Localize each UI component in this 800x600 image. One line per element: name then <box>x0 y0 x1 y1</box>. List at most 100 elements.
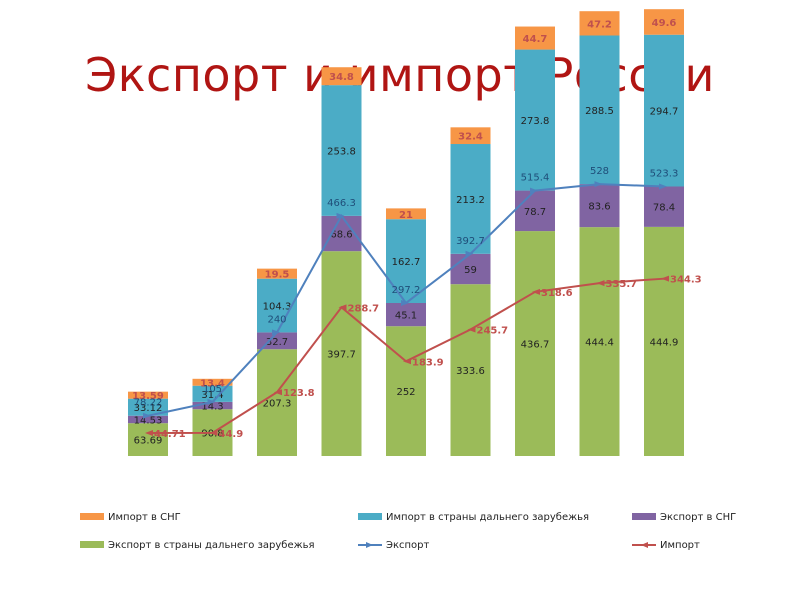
export-data-label: 528 <box>590 166 609 177</box>
bar-data-label: 90.8 <box>201 429 223 440</box>
import-data-label: 318.6 <box>541 288 573 299</box>
bar-data-label: 444.4 <box>585 338 614 349</box>
bar-data-label: 47.2 <box>587 19 612 30</box>
import-point <box>596 280 605 287</box>
bar-data-label: 78.7 <box>524 207 546 218</box>
import-point <box>338 304 347 311</box>
bar-data-label: 13.4 <box>200 378 225 389</box>
legend-label: Экспорт в страны дальнего зарубежья <box>108 540 315 551</box>
bar-data-label: 273.8 <box>521 116 550 127</box>
import-point <box>403 358 411 365</box>
export-data-label: 523.3 <box>650 169 679 180</box>
export-data-label: 240 <box>267 314 286 325</box>
bar-segment <box>644 9 684 35</box>
bar-data-label: 63.69 <box>134 436 163 447</box>
bar-data-label: 32.7 <box>266 337 288 348</box>
import-data-label: 245.7 <box>477 325 509 336</box>
bar-segment <box>450 144 491 254</box>
legend-item: Импорт <box>632 540 700 551</box>
bar-data-label: 14.3 <box>201 402 223 413</box>
bar-segment <box>579 11 620 36</box>
bar-segment <box>128 398 168 416</box>
import-point <box>661 275 669 282</box>
bar-data-label: 34.8 <box>329 72 354 83</box>
bar-data-label: 252 <box>396 387 415 398</box>
import-data-label: 344.3 <box>670 275 702 286</box>
bar-data-label: 162.7 <box>392 257 421 268</box>
bar-segment <box>386 208 426 220</box>
export-point <box>530 187 538 194</box>
bar-segment <box>257 332 297 350</box>
bar-data-label: 207.3 <box>263 399 292 410</box>
bar-segment <box>450 127 491 145</box>
bar-data-label: 14.53 <box>134 415 163 426</box>
bar-segment <box>644 34 684 187</box>
bar-data-label: 288.5 <box>585 106 614 117</box>
bar-segment <box>321 251 362 456</box>
export-point <box>465 250 474 257</box>
bar-segment <box>515 190 555 232</box>
bar-segment <box>257 268 297 279</box>
import-data-label: 123.8 <box>283 388 315 399</box>
bar-data-label: 104.3 <box>263 302 292 313</box>
export-point <box>272 329 280 336</box>
legend-item: Импорт в страны дальнего зарубежья <box>358 512 589 523</box>
import-data-label: 288.7 <box>348 303 380 314</box>
legend: Импорт в СНГ Импорт в страны дальнего зар… <box>80 512 736 551</box>
bar-data-label: 436.7 <box>521 340 550 351</box>
bar-data-label: 213.2 <box>456 195 485 206</box>
bar-data-label: 19.5 <box>265 270 290 281</box>
import-point <box>209 429 218 436</box>
export-data-label: 392.7 <box>456 236 485 247</box>
bar-data-label: 44.7 <box>523 34 548 45</box>
export-point <box>336 212 345 219</box>
bar-segment <box>321 85 362 216</box>
bar-data-label: 333.6 <box>456 366 485 377</box>
legend-marker <box>641 542 648 548</box>
export-data-label: 466.3 <box>327 198 356 209</box>
legend-label: Импорт <box>660 540 700 551</box>
import-data-label: 335.7 <box>606 279 638 290</box>
bar-segment <box>515 231 555 456</box>
legend-item: Импорт в СНГ <box>80 512 181 523</box>
bar-segment <box>192 378 233 386</box>
bar-segment <box>257 278 297 333</box>
export-point <box>594 181 603 188</box>
bar-data-label: 444.9 <box>650 337 679 348</box>
import-point <box>274 389 282 396</box>
bar-data-label: 33.12 <box>134 403 163 414</box>
bar-segment <box>128 415 168 424</box>
bar-segment <box>579 184 620 228</box>
export-point <box>659 183 667 190</box>
bar-segment <box>257 349 297 456</box>
bar-segment <box>128 391 168 399</box>
lines-layer: 78.22 105 240 466.3 297.2 392.7 515.4 528 523.3 4… <box>134 166 702 440</box>
legend-swatch <box>80 541 104 548</box>
bar-segment <box>450 253 491 285</box>
export-point <box>207 398 216 405</box>
legend-swatch <box>358 513 382 520</box>
legend-marker <box>366 542 373 548</box>
legend-label: Экспорт <box>386 540 430 551</box>
import-point <box>467 326 476 333</box>
import-data-label: 44.9 <box>219 429 244 440</box>
import-point <box>532 288 540 295</box>
bar-data-label: 83.6 <box>588 202 610 213</box>
export-point <box>401 299 409 306</box>
bar-data-label: 31.4 <box>201 390 223 401</box>
bar-segment <box>515 26 555 50</box>
export-data-label: 297.2 <box>392 285 421 296</box>
export-data-label: 515.4 <box>521 173 550 184</box>
bar-segment <box>321 67 362 86</box>
legend-label: Импорт в СНГ <box>108 512 181 523</box>
bar-segment <box>386 326 426 456</box>
legend-item: Экспорт <box>358 540 430 551</box>
bar-segment <box>515 49 555 191</box>
bar-data-label: 253.8 <box>327 147 356 158</box>
export-data-label: 105 <box>203 384 222 395</box>
legend-item: Экспорт в СНГ <box>632 512 736 523</box>
bar-data-label: 397.7 <box>327 350 356 361</box>
bar-segment <box>450 284 491 456</box>
